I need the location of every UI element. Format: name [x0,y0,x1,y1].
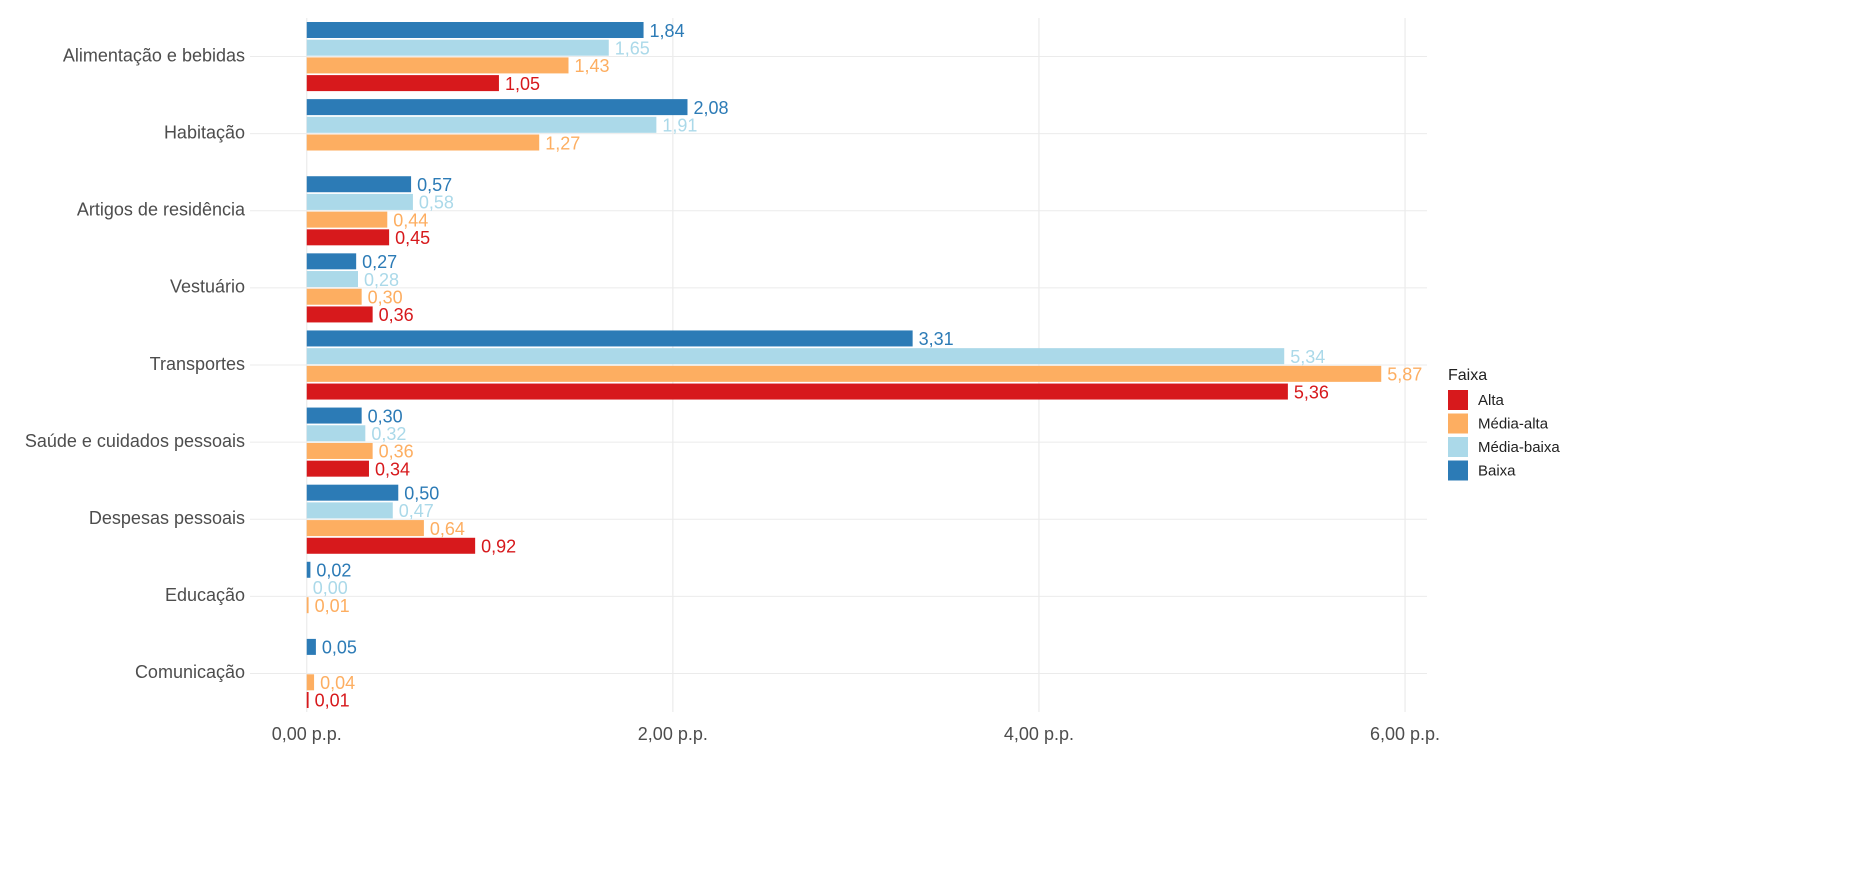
x-tick-label: 4,00 p.p. [1004,724,1074,744]
x-tick-label: 0,00 p.p. [272,724,342,744]
bar [306,407,362,424]
bar [306,229,390,246]
legend-swatch [1448,413,1468,434]
bar [306,39,609,56]
y-tick-label: Habitação [164,122,245,142]
data-label: 0,64 [430,519,465,539]
data-label: 0,47 [399,501,434,521]
data-label: 1,27 [545,133,580,153]
data-label: 3,31 [919,329,954,349]
data-label: 1,43 [575,56,610,76]
bar [306,365,1382,382]
bar [306,193,413,210]
legend-label: Média-alta [1478,415,1549,432]
bar [306,176,412,193]
x-tick-label: 2,00 p.p. [638,724,708,744]
legend-swatch [1448,437,1468,457]
data-label: 0,36 [379,305,414,325]
data-label: 1,84 [650,21,685,41]
data-label: 5,87 [1387,365,1422,385]
bar [306,383,1288,400]
bar [306,22,644,39]
y-tick-label: Artigos de residência [77,200,246,220]
data-label: 0,30 [368,287,403,307]
data-label: 0,92 [481,537,516,557]
legend-label: Baixa [1478,462,1516,479]
bar [306,75,499,92]
bar [306,116,657,133]
data-label: 0,57 [417,175,452,195]
legend-title: Faixa [1448,367,1487,384]
bar [306,502,393,519]
bar [306,330,913,347]
bar [306,674,315,691]
data-label: 0,05 [322,638,357,658]
data-label: 0,34 [375,459,410,479]
bar [306,134,540,151]
data-label: 0,02 [316,561,351,581]
bar [306,253,357,270]
data-label: 0,32 [371,424,406,444]
data-label: 0,27 [362,252,397,272]
bar [306,537,476,554]
data-label: 1,05 [505,74,540,94]
y-tick-label: Saúde e cuidados pessoais [25,431,245,451]
data-label: 0,28 [364,270,399,290]
bar [306,211,388,228]
legend-label: Média-baixa [1478,439,1560,456]
data-label: 1,65 [615,38,650,58]
x-tick-label: 6,00 p.p. [1370,724,1440,744]
bar [306,442,373,459]
data-label: 5,36 [1294,382,1329,402]
bar [306,460,369,477]
bar [306,288,362,305]
bar [306,597,309,614]
bar [306,691,309,708]
data-label: 0,01 [315,596,350,616]
bar [306,425,366,442]
bar [306,520,424,537]
data-label: 0,01 [315,691,350,711]
bar [306,306,373,323]
data-label: 0,04 [320,673,355,693]
y-tick-label: Despesas pessoais [89,508,245,528]
data-label: 0,58 [419,193,454,213]
y-tick-label: Comunicação [135,662,245,682]
y-tick-label: Educação [165,585,245,605]
legend-label: Alta [1478,392,1505,409]
bar [306,638,316,655]
y-tick-label: Transportes [150,354,245,374]
data-label: 0,30 [368,406,403,426]
bar [306,99,688,116]
data-label: 5,34 [1290,347,1325,367]
data-label: 0,36 [379,442,414,462]
y-tick-label: Alimentação e bebidas [63,45,245,65]
data-label: 0,45 [395,228,430,248]
data-label: 0,44 [393,210,428,230]
data-label: 0,00 [313,578,348,598]
data-label: 0,50 [404,483,439,503]
legend-swatch [1448,390,1468,410]
data-label: 1,91 [662,116,697,136]
bar [306,57,569,74]
bar [306,484,399,501]
legend-swatch [1448,460,1468,481]
y-tick-label: Vestuário [170,277,245,297]
bar [306,561,311,578]
bar [306,271,358,288]
bar [306,348,1285,365]
data-label: 2,08 [693,98,728,118]
